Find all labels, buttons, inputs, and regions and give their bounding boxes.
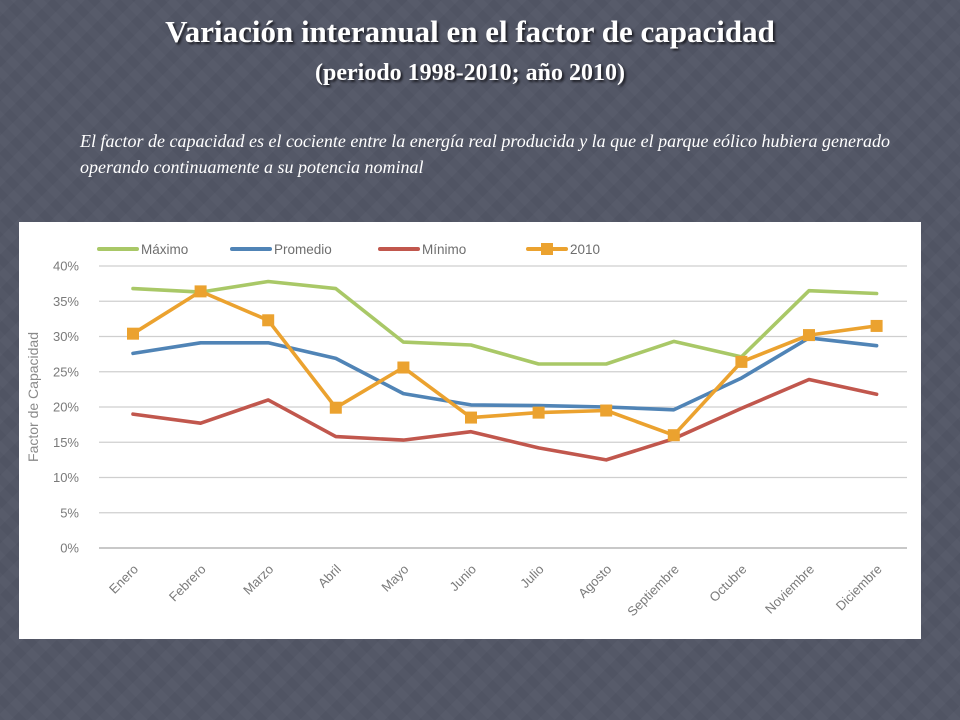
line-chart: 0% 5% 10% 15% 20% 25% 30% 35% 40% Enero Febrero Ma…: [25, 242, 907, 619]
x-tick-label: Enero: [106, 562, 141, 597]
x-tick-labels: Enero Febrero Marzo Abril Mayo Junio Julio Agos…: [106, 561, 885, 619]
y-tick-label: 40%: [53, 259, 79, 274]
data-point-marker: [532, 406, 545, 419]
y-tick-label: 15%: [53, 435, 79, 450]
slide-title: Variación interanual en el factor de cap…: [165, 14, 775, 49]
x-tick-label: Noviembre: [762, 562, 817, 617]
series-line-promedio: [131, 336, 879, 412]
series-lines: [127, 279, 883, 462]
chart-panel: 0% 5% 10% 15% 20% 25% 30% 35% 40% Enero Febrero Ma…: [19, 222, 921, 639]
legend-label: Promedio: [274, 242, 332, 257]
y-tick-label: 5%: [60, 505, 79, 520]
legend-marker: [541, 243, 553, 255]
x-tick-label: Junio: [447, 562, 480, 595]
legend-label: 2010: [570, 242, 600, 257]
definition-note: El factor de capacidad es el cociente en…: [80, 131, 890, 177]
data-point-marker: [397, 361, 410, 374]
y-tick-label: 20%: [53, 400, 79, 415]
x-tick-label: Mayo: [378, 562, 411, 595]
legend: Máximo Promedio Mínimo 2010: [97, 242, 600, 257]
data-point-marker: [194, 285, 207, 298]
data-point-marker: [735, 355, 748, 368]
data-point-marker: [465, 411, 477, 424]
x-tick-label: Septiembre: [624, 562, 682, 620]
series-line-m-nimo: [131, 377, 879, 462]
series-line-m-ximo: [131, 279, 879, 366]
legend-label: Mínimo: [422, 242, 466, 257]
y-tick-labels: 0% 5% 10% 15% 20% 25% 30% 35% 40%: [53, 259, 79, 556]
data-point-marker: [667, 429, 680, 442]
data-point-marker: [329, 401, 342, 414]
x-tick-label: Agosto: [575, 562, 614, 601]
x-tick-label: Marzo: [240, 562, 276, 598]
y-tick-label: 30%: [53, 329, 79, 344]
data-point-marker: [262, 314, 275, 327]
x-tick-label: Abril: [315, 561, 344, 590]
data-point-marker: [803, 329, 815, 342]
legend-label: Máximo: [141, 242, 188, 257]
y-tick-label: 0%: [60, 541, 79, 556]
x-tick-label: Julio: [517, 562, 547, 592]
data-point-marker: [870, 319, 883, 332]
y-tick-label: 25%: [53, 364, 79, 379]
data-point-marker: [600, 404, 613, 417]
x-tick-label: Febrero: [166, 562, 209, 605]
x-tick-label: Octubre: [706, 562, 749, 605]
x-tick-label: Diciembre: [833, 562, 885, 614]
series-line-2010: [131, 289, 879, 437]
y-axis-label: Factor de Capacidad: [25, 332, 41, 462]
slide-subtitle: (periodo 1998-2010; año 2010): [315, 60, 625, 86]
y-tick-label: 35%: [53, 294, 79, 309]
data-point-marker: [127, 327, 139, 340]
y-tick-label: 10%: [53, 470, 79, 485]
